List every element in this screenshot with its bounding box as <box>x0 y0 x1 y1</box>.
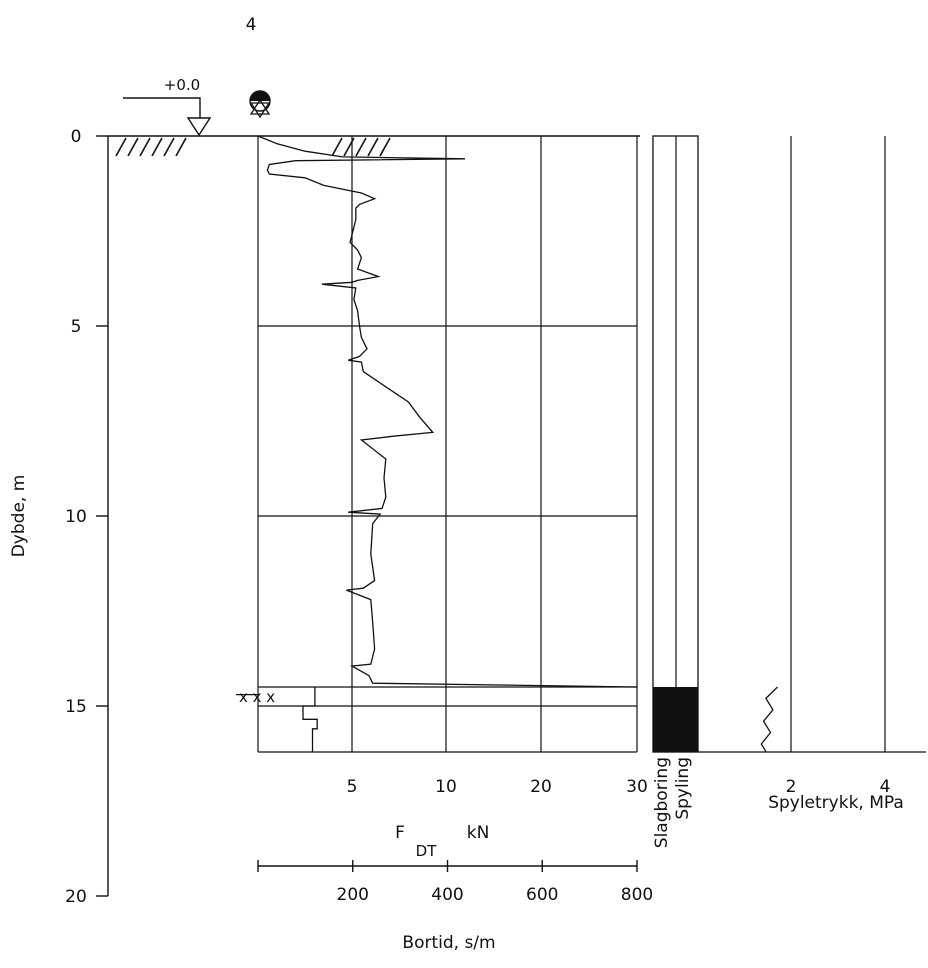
method-label-spyling: Spyling <box>673 757 693 820</box>
pressure-tick-4: 4 <box>880 777 891 797</box>
time-tick-label-200: 200 <box>337 885 369 905</box>
time-tick-label-400: 400 <box>431 885 463 905</box>
depth-axis-label: Dybde, m <box>9 475 29 558</box>
hatch-stroke-left-1 <box>127 137 139 157</box>
groundwater-ring-icon <box>249 90 271 112</box>
force-axis-label: F <box>395 823 405 843</box>
depth-tick-label-5: 5 <box>71 317 82 337</box>
ground-level-label: +0.0 <box>164 76 200 94</box>
hatch-stroke-left-5 <box>175 137 187 157</box>
pressure-trace-line <box>760 686 778 752</box>
force-tick-label-5: 5 <box>347 777 358 797</box>
hatch-stroke-left-3 <box>151 137 163 157</box>
hatch-stroke-right-0 <box>331 137 343 157</box>
hatch-stroke-right-4 <box>379 137 391 157</box>
depth-tick-label-15: 15 <box>65 697 87 717</box>
ground-hatch-right <box>331 137 391 157</box>
depth-gridline-group <box>236 325 637 707</box>
hatch-stroke-left-0 <box>115 137 127 157</box>
time-tick-label-600: 600 <box>526 885 558 905</box>
time-trace-line <box>302 687 318 752</box>
time-axis-label: Bortid, s/m <box>402 933 495 953</box>
groundwater-circle-icon <box>250 91 270 101</box>
pressure-axis-label: Spyletrykk, MPa <box>768 793 904 813</box>
method-active-block <box>653 687 698 752</box>
force-panel: 5 10 20 30 F DT kN x x x <box>236 135 648 860</box>
force-tick-labels: 5 10 20 30 <box>347 777 648 797</box>
force-tick-label-10: 10 <box>435 777 457 797</box>
depth-axis: 0 5 10 15 20 Dybde, m <box>9 127 109 907</box>
ground-hatch-left <box>115 137 187 157</box>
force-tick-label-20: 20 <box>530 777 552 797</box>
force-tick-label-30: 30 <box>626 777 648 797</box>
time-tick-label-800: 800 <box>621 885 653 905</box>
depth-tick-group: 0 5 10 15 20 <box>65 127 108 907</box>
depth-tick-label-0: 0 <box>71 127 82 147</box>
chart-title: 4 <box>246 15 257 35</box>
force-axis-unit: kN <box>467 823 490 843</box>
hatch-stroke-left-2 <box>139 137 151 157</box>
groundwater-triangle-down-icon <box>249 102 271 119</box>
force-trace-line <box>257 135 638 688</box>
ground-level-bracket <box>123 97 201 118</box>
force-axis-subscript: DT <box>416 842 438 860</box>
hatch-stroke-right-3 <box>367 137 379 157</box>
time-tick-group: 200 400 600 800 <box>257 860 653 905</box>
method-label-slagboring: Slagboring <box>652 757 672 848</box>
groundwater-triangle-up-icon <box>249 98 271 115</box>
groundwater-symbol <box>249 90 271 119</box>
water-level-triangle <box>186 117 212 137</box>
hatch-stroke-right-2 <box>355 137 367 157</box>
depth-tick-label-20: 20 <box>65 887 87 907</box>
hatch-stroke-left-4 <box>163 137 175 157</box>
ground-surface: +0.0 <box>108 76 640 157</box>
method-columns: Slagboring Spyling <box>652 135 699 848</box>
sample-marker: x x x <box>239 688 275 706</box>
time-axis: 200 400 600 800 Bortid, s/m <box>257 860 653 953</box>
pressure-panel: 2 4 Spyletrykk, MPa <box>698 136 926 813</box>
depth-tick-label-10: 10 <box>65 507 87 527</box>
pressure-tick-2: 2 <box>786 777 797 797</box>
